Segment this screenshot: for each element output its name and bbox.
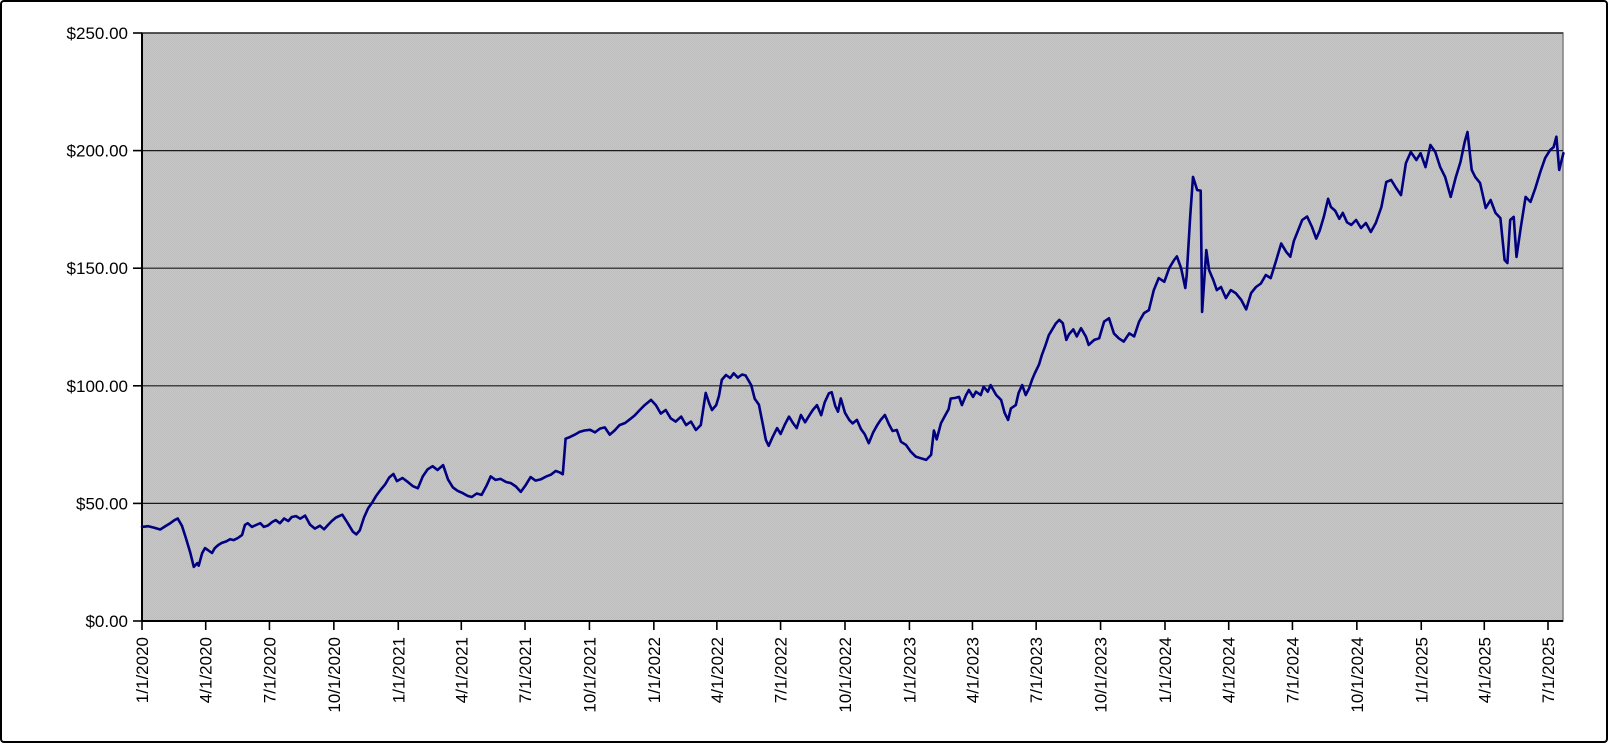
x-axis-tick-label: 7/1/2023 <box>1027 637 1046 703</box>
x-axis-tick-label: 1/1/2022 <box>645 637 664 703</box>
x-axis-tick-label: 7/1/2020 <box>260 637 279 703</box>
y-axis-tick-label: $250.00 <box>67 24 128 43</box>
y-axis-ticks <box>133 32 142 622</box>
x-axis-tick-label: 7/1/2021 <box>516 637 535 703</box>
x-axis-tick-label: 10/1/2022 <box>836 637 855 713</box>
y-axis-tick-label: $100.00 <box>67 377 128 396</box>
x-axis-tick-label: 1/1/2021 <box>389 637 408 703</box>
x-axis-tick-label: 4/1/2023 <box>963 637 982 703</box>
x-axis-tick-label: 4/1/2022 <box>708 637 727 703</box>
x-axis-tick-label: 4/1/2020 <box>197 637 216 703</box>
y-axis-tick-label: $50.00 <box>76 494 128 513</box>
x-axis-tick-label: 10/1/2020 <box>325 637 344 713</box>
x-axis-tick-label: 10/1/2023 <box>1092 637 1111 713</box>
x-axis-ticks <box>141 621 1549 630</box>
x-axis-tick-label: 4/1/2025 <box>1475 637 1494 703</box>
gridlines <box>142 32 1563 504</box>
x-axis-tick-label: 10/1/2021 <box>580 637 599 713</box>
y-axis-tick-label: $0.00 <box>85 612 128 631</box>
y-axis-tick-label: $200.00 <box>67 142 128 161</box>
x-axis-tick-label: 10/1/2024 <box>1348 637 1367 713</box>
x-axis-tick-label: 1/1/2025 <box>1412 637 1431 703</box>
x-axis-labels: 1/1/2020 4/1/2020 7/1/2020 10/1/2020 1/1/202… <box>133 637 1558 713</box>
price-series-line <box>140 130 1565 569</box>
x-axis-tick-label: 1/1/2024 <box>1156 637 1175 703</box>
plot-area <box>141 32 1564 622</box>
x-axis-tick-label: 1/1/2020 <box>133 637 152 703</box>
x-axis-tick-label: 7/1/2025 <box>1539 637 1558 703</box>
x-axis-tick-label: 1/1/2023 <box>900 637 919 703</box>
x-axis-tick-label: 4/1/2024 <box>1220 637 1239 703</box>
x-axis-tick-label: 7/1/2022 <box>772 637 791 703</box>
y-axis-tick-label: $150.00 <box>67 259 128 278</box>
x-axis-tick-label: 7/1/2024 <box>1283 637 1302 703</box>
y-axis-labels: $0.00 $50.00 $100.00 $150.00 $200.00 $250.00 <box>67 24 128 631</box>
x-axis-tick-label: 4/1/2021 <box>452 637 471 703</box>
